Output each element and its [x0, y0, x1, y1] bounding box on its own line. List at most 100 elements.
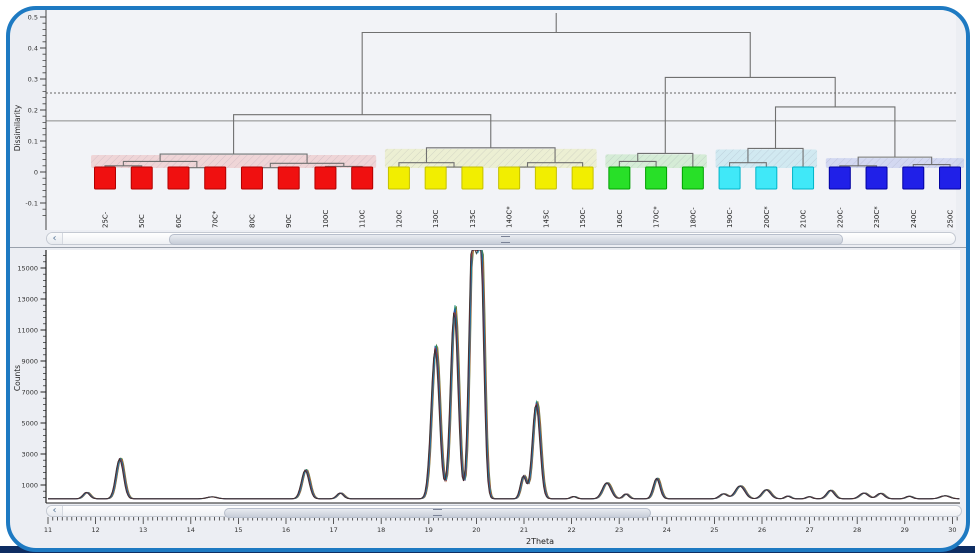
analysis-card: 25C- 50C 60C 70C* 80C 90C 100C 110C 120C 130C 135C…: [6, 6, 970, 552]
counts-tick-label: 13000: [17, 296, 38, 304]
dendrogram-leaf[interactable]: [571, 166, 594, 190]
counts-tick-label: 9000: [21, 358, 38, 366]
dendrogram-leaf[interactable]: [865, 166, 888, 190]
dendrogram-panel: 25C- 50C 60C 70C* 80C 90C 100C 110C 120C 130C 135C…: [13, 10, 965, 230]
two-theta-tick-label: 30: [948, 526, 956, 534]
dendrogram-leaf-label: 230C*: [873, 206, 881, 228]
two-theta-tick-label: 29: [901, 526, 909, 534]
dendrogram-leaf-label: 160C: [616, 210, 624, 228]
dendrogram-leaf-label: 60C: [175, 214, 183, 228]
two-theta-tick-label: 20: [472, 526, 480, 534]
dendrogram-leaf-label: 80C: [248, 214, 256, 228]
dendrogram-leaf[interactable]: [351, 166, 374, 190]
dendrogram-scrollbar[interactable]: ‹: [46, 232, 956, 245]
grip-icon: [501, 236, 511, 243]
dendrogram-leaf[interactable]: [387, 166, 410, 190]
dendrogram-leaf[interactable]: [498, 166, 521, 190]
dendrogram-leaf-label: 150C-: [579, 207, 587, 228]
dendrogram-leaf-label: 90C: [285, 214, 293, 228]
dendrogram-leaf-label: 130C: [432, 210, 440, 228]
dendrogram-leaf-label: 135C: [469, 210, 477, 228]
dendrogram-leaf[interactable]: [461, 166, 484, 190]
counts-axis-title: Counts: [13, 365, 22, 391]
counts-tick-label: 11000: [17, 327, 38, 335]
two-theta-tick-label: 14: [187, 526, 195, 534]
dendrogram-leaf-label: 25C-: [102, 211, 110, 228]
dissimilarity-axis-title: Dissimilarity: [13, 104, 22, 151]
dendrogram-leaf[interactable]: [277, 166, 300, 190]
two-theta-axis-title: 2Theta: [526, 537, 554, 546]
counts-tick-label: 5000: [21, 420, 38, 428]
dendrogram-leaf[interactable]: [240, 166, 263, 190]
dendrogram-leaf[interactable]: [828, 166, 851, 190]
two-theta-tick-label: 23: [615, 526, 623, 534]
two-theta-tick-label: 11: [44, 526, 52, 534]
cluster-band-hatch: [91, 155, 377, 168]
counts-tick-label: 7000: [21, 389, 38, 397]
two-theta-tick-label: 18: [377, 526, 385, 534]
dissimilarity-tick-label: 0.4: [28, 45, 38, 53]
dissimilarity-tick-label: 0.1: [28, 138, 38, 146]
dendrogram-leaf-label: 190C-: [726, 207, 734, 228]
two-theta-tick-label: 13: [139, 526, 147, 534]
xrd-scrollbar[interactable]: ‹: [46, 505, 962, 518]
dendrogram-leaf-label: 210C: [800, 210, 808, 228]
counts-tick-label: 15000: [17, 265, 38, 273]
scroll-left-button[interactable]: ‹: [47, 233, 63, 244]
dendrogram-leaf-label: 250C: [947, 210, 955, 228]
dendrogram-leaf[interactable]: [608, 166, 631, 190]
two-theta-tick-label: 24: [663, 526, 671, 534]
xrd-scrollbar-thumb[interactable]: [223, 507, 651, 518]
dendrogram-leaf[interactable]: [534, 166, 557, 190]
two-theta-tick-label: 22: [567, 526, 575, 534]
two-theta-tick-label: 25: [710, 526, 718, 534]
dendrogram-leaf-label: 220C-: [836, 207, 844, 228]
dendrogram-leaf-label: 110C: [359, 210, 367, 228]
dendrogram-leaf[interactable]: [792, 166, 815, 190]
dendrogram-leaf[interactable]: [94, 166, 116, 190]
two-theta-tick-label: 15: [234, 526, 242, 534]
dendrogram-leaf-label: 170C*: [653, 206, 661, 228]
dendrogram-scrollbar-thumb[interactable]: [168, 234, 843, 245]
grip-icon: [432, 509, 442, 516]
two-theta-tick-label: 28: [853, 526, 861, 534]
dendrogram-leaf-label: 140C*: [506, 206, 514, 228]
counts-tick-label: 3000: [21, 451, 38, 459]
xrd-plot-area: [46, 250, 960, 503]
two-theta-tick-label: 19: [425, 526, 433, 534]
two-theta-tick-label: 21: [520, 526, 528, 534]
dendrogram-leaf-label: 145C: [542, 210, 550, 228]
two-theta-tick-label: 12: [91, 526, 99, 534]
dendrogram-leaf-label: 180C-: [689, 207, 697, 228]
two-theta-tick-label: 17: [329, 526, 337, 534]
dendrogram-leaf[interactable]: [130, 166, 153, 190]
dendrogram-leaf[interactable]: [718, 166, 741, 190]
dissimilarity-tick-label: 0.3: [28, 76, 38, 84]
two-theta-tick-label: 26: [758, 526, 766, 534]
dendrogram-leaf[interactable]: [314, 166, 337, 190]
dissimilarity-tick-label: -0.1: [25, 200, 38, 208]
dendrogram-leaf[interactable]: [204, 166, 227, 190]
dissimilarity-tick-label: 0.2: [28, 107, 38, 115]
dendrogram-leaf-label: 50C: [138, 214, 146, 228]
dendrogram-leaf[interactable]: [939, 166, 962, 190]
two-theta-tick-label: 27: [805, 526, 813, 534]
cluster-band-hatch: [715, 149, 818, 168]
chevron-left-icon: ‹: [52, 232, 57, 244]
dendrogram-leaf[interactable]: [167, 166, 190, 190]
dendrogram-leaf[interactable]: [424, 166, 447, 190]
chevron-left-icon: ‹: [52, 505, 57, 516]
xrd-trace: [48, 250, 960, 500]
dendrogram-leaf[interactable]: [681, 166, 704, 190]
counts-tick-label: 1000: [21, 482, 38, 490]
dendrogram-leaf[interactable]: [645, 166, 668, 190]
xrd-pattern-panel: 1000 3000 5000 7000 9000 11000 13000 15000 Count…: [13, 250, 960, 546]
dendrogram-leaf[interactable]: [755, 166, 778, 190]
dendrogram-leaf-label: 240C: [910, 210, 918, 228]
dissimilarity-tick-label: 0.5: [28, 14, 38, 22]
dendrogram-leaf[interactable]: [902, 166, 925, 190]
dissimilarity-tick-label: 0: [34, 169, 38, 177]
cluster-band-hatch: [384, 148, 597, 168]
scroll-left-button[interactable]: ‹: [47, 506, 63, 516]
